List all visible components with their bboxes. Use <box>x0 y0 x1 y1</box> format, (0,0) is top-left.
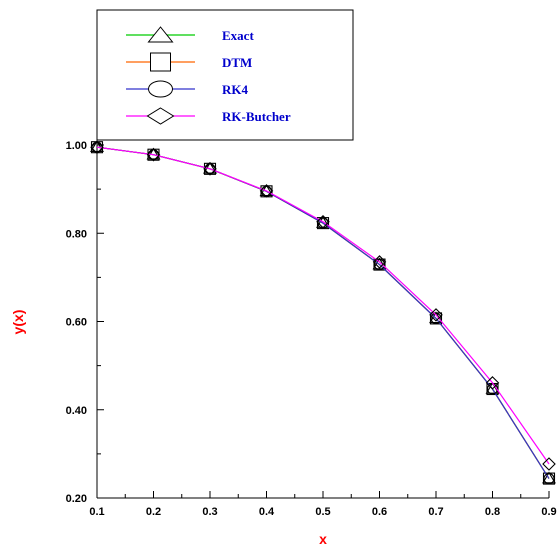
axes: 0.1 0.2 0.3 0.4 0.5 0.6 0.7 0.8 0.9 0.20 0.40 0.60 0… <box>66 133 557 518</box>
x-tick-label: 0.1 <box>89 506 104 518</box>
legend-circle-marker <box>148 80 173 98</box>
x-tick-label: 0.6 <box>372 506 387 518</box>
data-point-marker <box>373 259 386 271</box>
data-point-marker <box>542 457 556 471</box>
data-point-marker <box>372 257 387 270</box>
x-tick-label: 0.2 <box>146 506 161 518</box>
series-line <box>96 146 550 479</box>
series-layer <box>90 140 556 485</box>
x-tick-label: 0.5 <box>315 506 330 518</box>
data-point-marker <box>543 473 555 485</box>
y-tick-label: 0.40 <box>66 405 87 417</box>
series-rk4 <box>91 141 555 485</box>
y-tick-label: 0.80 <box>66 228 87 240</box>
series-rk-butcher <box>90 140 556 471</box>
data-point-marker <box>204 163 216 175</box>
legend-label: DTM <box>222 55 252 70</box>
data-point-marker <box>146 147 161 162</box>
data-point-marker <box>430 312 442 324</box>
y-axis-title: y(x) <box>10 310 26 335</box>
x-tick-label: 0.9 <box>541 506 556 518</box>
legend-marker <box>147 26 174 43</box>
x-tick-label: 0.3 <box>202 506 217 518</box>
data-point-marker <box>203 162 217 176</box>
data-point-marker <box>259 184 274 198</box>
legend-box <box>96 9 354 141</box>
series-line <box>96 146 550 465</box>
x-tick-label: 0.7 <box>428 506 443 518</box>
legend-label: Exact <box>222 28 254 43</box>
legend-diamond-marker <box>146 107 175 125</box>
x-tick-label: 0.8 <box>485 506 500 518</box>
y-tick-label: 1.00 <box>66 140 87 152</box>
legend-square-marker <box>150 52 171 72</box>
data-point-marker <box>91 141 103 153</box>
series-dtm <box>90 141 556 485</box>
legend-triangle-marker <box>147 26 174 43</box>
series-exact <box>90 140 556 484</box>
y-tick-label: 0.20 <box>66 493 87 505</box>
data-point-marker <box>542 471 556 484</box>
legend-marker <box>148 80 173 98</box>
data-point-marker <box>90 140 104 152</box>
x-tick-label: 0.4 <box>259 506 275 518</box>
data-point-marker <box>372 255 387 269</box>
legend-label: RK-Butcher <box>222 109 291 124</box>
y-tick-label: 0.60 <box>66 317 87 329</box>
legend-marker <box>146 107 175 125</box>
data-point-marker <box>429 308 443 322</box>
x-axis-title: x <box>319 531 327 547</box>
data-point-marker <box>485 376 500 390</box>
data-point-marker <box>147 149 160 161</box>
legend-marker <box>150 52 171 72</box>
legend: Exact DTM RK4 RK-Butcher <box>96 9 354 141</box>
data-point-marker <box>316 214 330 229</box>
legend-label: RK4 <box>222 82 249 97</box>
series-line <box>96 146 550 479</box>
data-point-marker <box>90 140 104 154</box>
series-line <box>96 146 550 479</box>
